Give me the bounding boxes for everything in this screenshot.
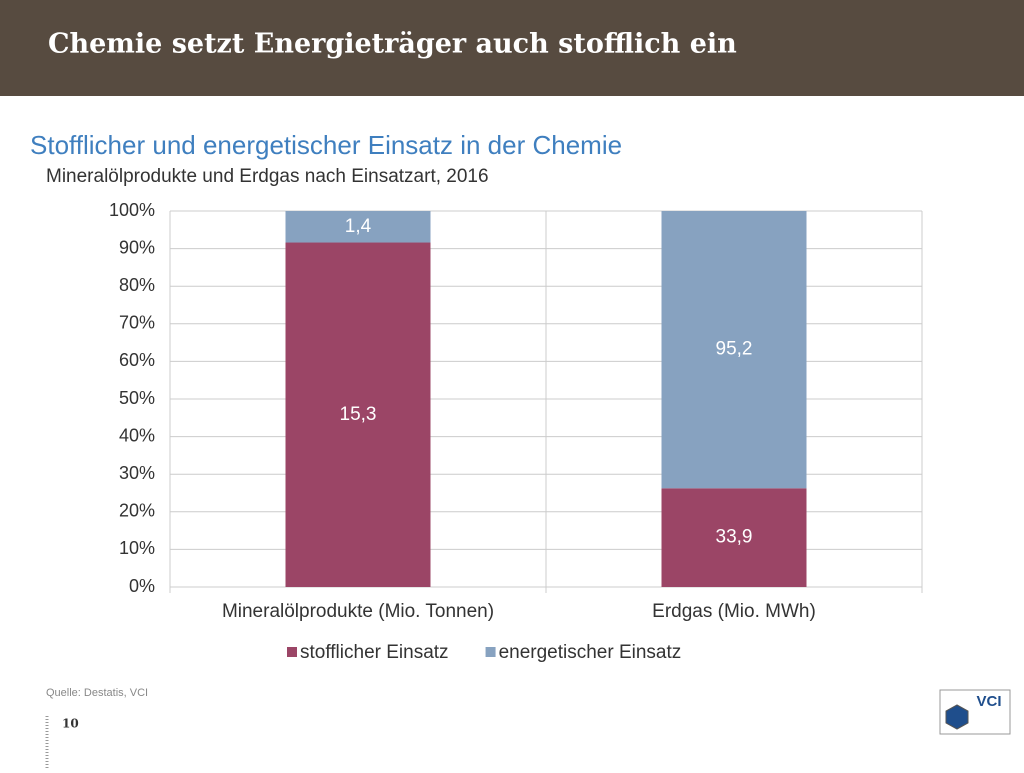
x-tick-label: Mineralölprodukte (Mio. Tonnen)	[222, 601, 494, 622]
source: Quelle: Destatis, VCI	[46, 687, 148, 699]
logo-text: VCI	[976, 693, 1001, 710]
y-tick-label: 10%	[119, 538, 155, 558]
y-tick-label: 20%	[119, 501, 155, 521]
y-tick-label: 50%	[119, 388, 155, 408]
legend-swatch	[485, 647, 496, 657]
page-number: 10	[62, 717, 79, 731]
legend-swatch	[287, 647, 297, 657]
header-bar	[0, 0, 1024, 96]
x-tick-label: Erdgas (Mio. MWh)	[652, 601, 816, 622]
y-tick-label: 90%	[119, 237, 155, 257]
bar-segment	[285, 211, 431, 243]
y-tick-label: 70%	[119, 313, 155, 333]
y-tick-label: 80%	[119, 275, 155, 295]
header-title: Chemie setzt Energieträger auch stofflic…	[48, 29, 737, 60]
bar-segment	[285, 242, 431, 587]
data-label: 15,3	[340, 404, 377, 425]
y-tick-label: 100%	[109, 200, 155, 220]
chart-title: Stofflicher und energetischer Einsatz in…	[30, 130, 622, 160]
data-label: 95,2	[716, 339, 753, 360]
chart-subtitle: Mineralölprodukte und Erdgas nach Einsat…	[46, 166, 489, 187]
logo-hex	[945, 704, 969, 730]
legend-label: stofflicher Einsatz	[300, 642, 449, 663]
bar-segment	[661, 488, 807, 587]
y-tick-label: 60%	[119, 350, 155, 370]
logo: VCI	[939, 689, 1011, 735]
y-tick-label: 0%	[129, 576, 155, 596]
data-label: 1,4	[345, 216, 372, 237]
y-tick-label: 30%	[119, 463, 155, 483]
y-tick-label: 40%	[119, 425, 155, 445]
data-label: 33,9	[716, 527, 753, 548]
legend-label: energetischer Einsatz	[499, 642, 682, 663]
bar-segment	[661, 211, 807, 489]
